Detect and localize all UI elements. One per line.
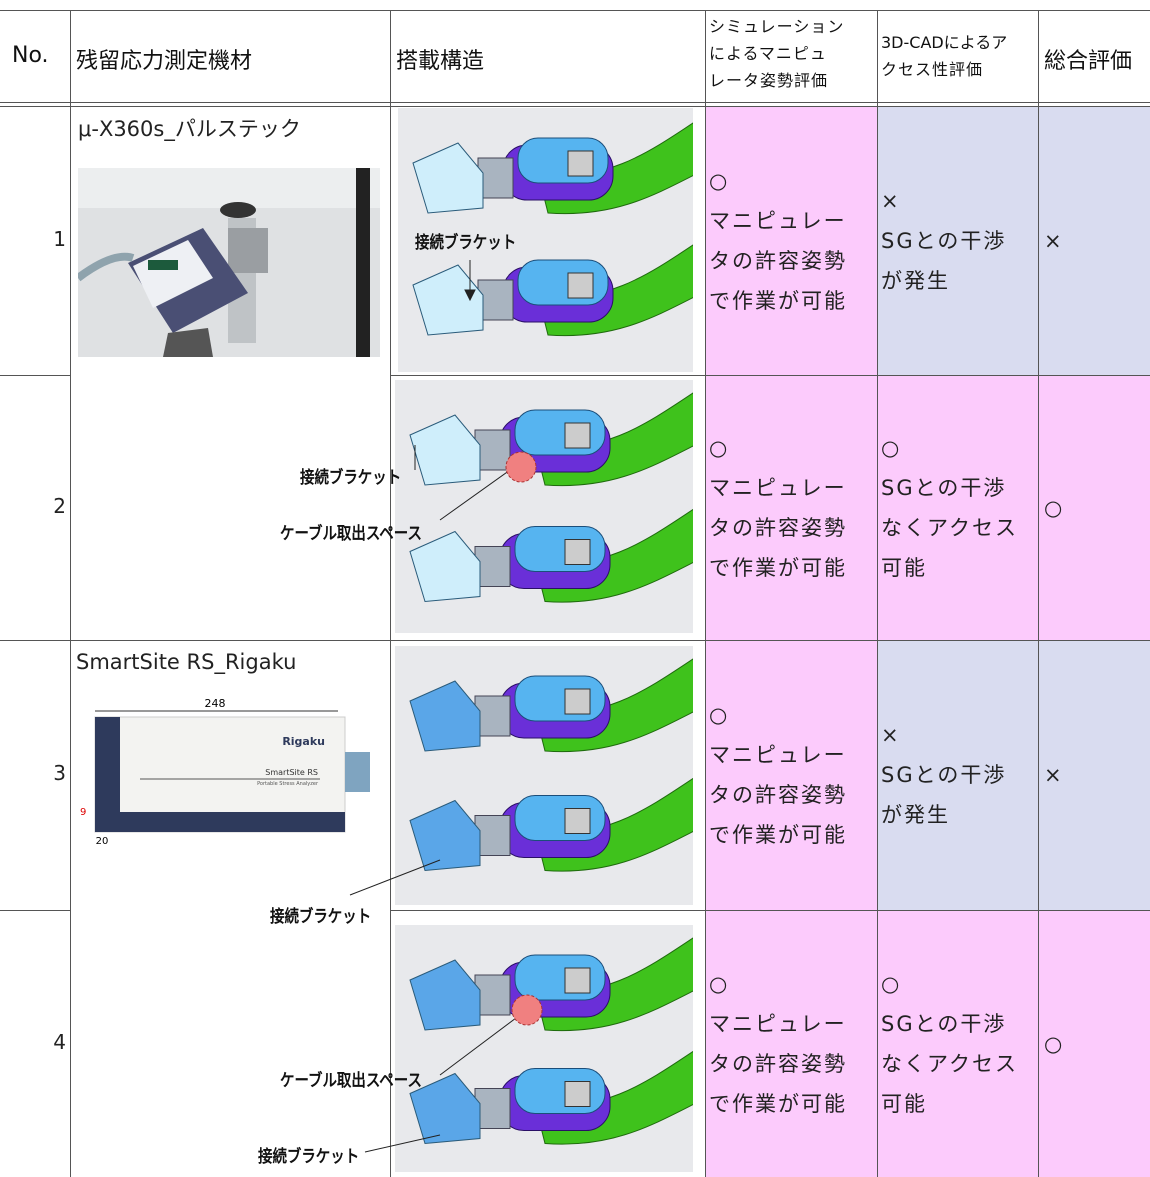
text-line: マニピュレー <box>709 475 847 500</box>
total-mark: × <box>1044 763 1064 787</box>
device-photo: 248 Rigaku SmartSite RS Portable Stress … <box>80 697 378 848</box>
rule <box>705 10 706 1177</box>
photo-label: Rigaku <box>282 735 325 748</box>
row-number: 2 <box>53 493 66 518</box>
photo-label: 248 <box>205 697 226 710</box>
row-number: 3 <box>53 761 66 785</box>
rule <box>390 10 391 1177</box>
device-name: SmartSite RS_Rigaku <box>76 650 297 674</box>
text-line: タの許容姿勢 <box>709 783 847 807</box>
text-line: タの許容姿勢 <box>709 515 847 540</box>
header-line: レータ姿勢評価 <box>709 71 829 90</box>
header-line: シミュレーション <box>709 17 845 36</box>
mark: ○ <box>709 971 730 996</box>
simulation-cell: ○ マニピュレー タの許容姿勢 で作業が可能 <box>709 161 847 321</box>
text-line: 可能 <box>881 555 927 580</box>
annotation: ケーブル取出スペース <box>280 1071 422 1091</box>
header-line: 3D-CADによるア <box>881 33 1008 52</box>
mark: × <box>881 188 901 213</box>
text-line: で作業が可能 <box>709 1091 847 1116</box>
annotation: 接続ブラケット <box>270 907 372 927</box>
text-line: タの許容姿勢 <box>709 1051 847 1076</box>
mark: ○ <box>881 971 902 996</box>
photo-label: SmartSite RS <box>265 768 318 777</box>
photo-label: Portable Stress Analyzer <box>257 781 319 787</box>
text-line: 可能 <box>881 1091 927 1116</box>
mark: ○ <box>709 168 730 193</box>
row-number: 4 <box>53 1029 66 1054</box>
annotation: 接続ブラケット <box>300 468 402 488</box>
text-line: マニピュレー <box>709 208 847 233</box>
header: シミュレーション によるマニピュ レータ姿勢評価 <box>709 13 844 94</box>
header: 3D-CADによるア クセス性評価 <box>881 29 1007 83</box>
text-line: で作業が可能 <box>709 823 847 847</box>
annotation: ケーブル取出スペース <box>280 524 422 544</box>
total-mark: × <box>1044 228 1064 253</box>
device-name: μ-X360s_パルステック <box>78 117 301 141</box>
structure-image <box>395 380 693 633</box>
header-line: によるマニピュ <box>709 44 827 63</box>
sim-fill <box>705 106 877 1177</box>
text-line: マニピュレー <box>709 743 847 767</box>
rule <box>70 10 71 1177</box>
header: 搭載構造 <box>396 49 485 74</box>
device-photo <box>78 168 380 357</box>
rule <box>0 10 1150 11</box>
row-number: 1 <box>53 226 66 251</box>
rule <box>0 375 70 376</box>
simulation-cell: ○ マニピュレー タの許容姿勢 で作業が可能 <box>709 428 847 588</box>
text-line: なくアクセス <box>881 1051 1018 1076</box>
structure-image <box>395 646 693 905</box>
photo-label: 20 <box>96 836 109 847</box>
text-line: マニピュレー <box>709 1011 847 1036</box>
text-line: SGとの干渉 <box>881 228 1007 253</box>
simulation-cell: ○ マニピュレー タの許容姿勢 で作業が可能 <box>709 695 847 855</box>
mark: × <box>881 723 901 747</box>
simulation-cell: ○ マニピュレー タの許容姿勢 で作業が可能 <box>709 964 847 1124</box>
rule <box>390 910 1150 911</box>
cad-cell: ○ SGとの干渉 なくアクセス 可能 <box>881 428 1018 588</box>
text-line: が発生 <box>881 803 950 827</box>
structure-image <box>395 925 693 1172</box>
annotation: 接続ブラケット <box>258 1147 360 1167</box>
mark: ○ <box>709 703 730 727</box>
annotation: 接続ブラケット <box>415 233 517 253</box>
header: 総合評価 <box>1044 49 1133 74</box>
header: No. <box>12 43 49 68</box>
fill <box>877 375 1150 640</box>
rule <box>877 10 878 1177</box>
fill <box>877 910 1150 1177</box>
text-line: タの許容姿勢 <box>709 248 847 273</box>
text-line: SGとの干渉 <box>881 475 1007 500</box>
total-mark: ○ <box>1044 495 1065 520</box>
cad-cell: × SGとの干渉 が発生 <box>881 715 1006 835</box>
rule <box>0 106 1150 107</box>
structure-image <box>398 108 693 372</box>
header: 残留応力測定機材 <box>76 49 253 74</box>
mark: ○ <box>881 435 902 460</box>
cad-cell: ○ SGとの干渉 なくアクセス 可能 <box>881 964 1018 1124</box>
text-line: なくアクセス <box>881 515 1018 540</box>
text-line: が発生 <box>881 268 950 293</box>
rule <box>0 640 1150 641</box>
header-line: クセス性評価 <box>881 60 984 79</box>
text-line: で作業が可能 <box>709 288 847 313</box>
fill <box>877 640 1150 910</box>
rule <box>0 102 1150 103</box>
text-line: SGとの干渉 <box>881 1011 1007 1036</box>
fill <box>877 106 1150 375</box>
text-line: で作業が可能 <box>709 555 847 580</box>
mark: ○ <box>709 435 730 460</box>
cad-cell: × SGとの干渉 が発生 <box>881 181 1006 301</box>
text-line: SGとの干渉 <box>881 763 1007 787</box>
total-mark: ○ <box>1044 1031 1065 1056</box>
rule <box>390 375 1150 376</box>
rule <box>0 910 70 911</box>
photo-label: 9 <box>80 807 86 818</box>
rule <box>1038 10 1039 1177</box>
